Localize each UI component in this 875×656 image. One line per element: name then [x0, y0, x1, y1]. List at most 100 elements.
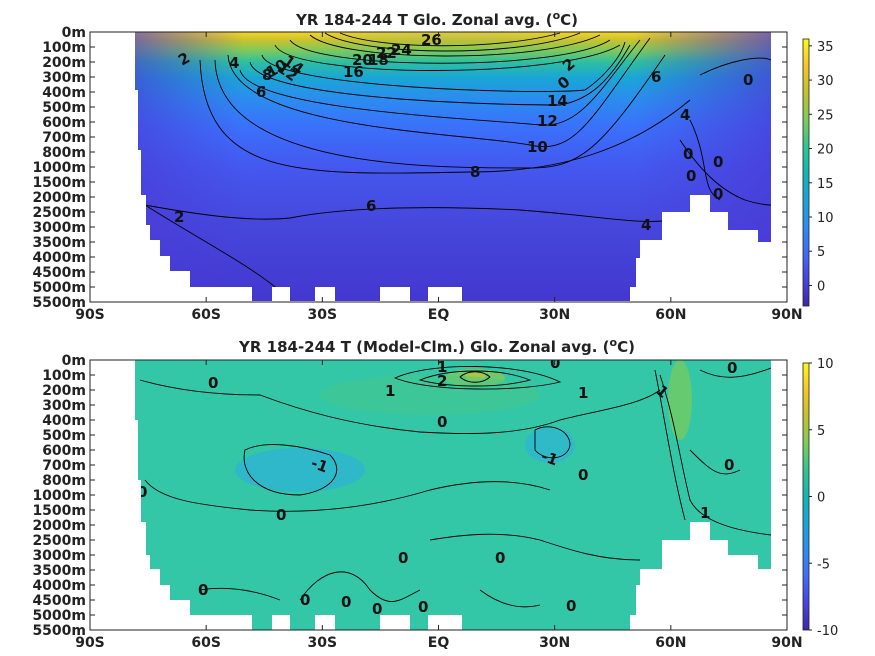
svg-text:4: 4 [641, 216, 651, 234]
svg-text:6: 6 [651, 68, 661, 86]
svg-text:24: 24 [391, 41, 412, 59]
svg-text:1: 1 [700, 504, 710, 522]
svg-text:0: 0 [418, 598, 428, 616]
svg-text:0: 0 [578, 466, 588, 484]
svg-text:1: 1 [578, 384, 588, 402]
y-tick-label: 1500m [32, 503, 86, 519]
x-tick-label: 90S [75, 635, 105, 651]
contour-lines-1 [144, 32, 771, 301]
heatmap-panel-1: 26 24 22 20 18 16 14 12 10 8 6 4 2 0 14 … [32, 25, 802, 323]
chart-title-1: YR 184-244 T Glo. Zonal avg. (oC) [295, 9, 578, 29]
chart-title-2: YR 184-244 T (Model-Clm.) Glo. Zonal avg… [238, 336, 635, 356]
y-tick-label: 2500m [32, 205, 86, 221]
svg-text:1: 1 [385, 382, 395, 400]
svg-text:0: 0 [137, 483, 147, 501]
y-tick-label: 600m [42, 115, 86, 131]
y-tick-label: 3500m [32, 563, 86, 579]
x-tick-label: EQ [428, 307, 450, 323]
y-tick-label: 2500m [32, 533, 86, 549]
heatmap-panel-2: 1 2 0 0 1 1 1 0 -1 -1 0 0 0 0 1 0 0 0 0 … [32, 353, 802, 651]
colorbar-tick-label: 0 [817, 279, 825, 294]
svg-text:0: 0 [743, 71, 753, 89]
y-tick-label: 500m [42, 100, 86, 116]
x-tick-label: 30N [539, 635, 570, 651]
colorbar-tick-label: 10 [817, 211, 834, 226]
colorbar-tick-label: -5 [817, 557, 830, 572]
y-tick-label: 700m [42, 130, 86, 146]
colorbar-tick-label: 25 [817, 108, 834, 123]
x-tick-label: EQ [428, 635, 450, 651]
y-tick-label: 5500m [32, 295, 86, 311]
svg-text:0: 0 [276, 506, 286, 524]
y-tick-label: 2000m [32, 518, 86, 534]
x-tick-label: 30S [308, 307, 338, 323]
y-tick-label: 5500m [32, 623, 86, 639]
y-tick-label: 400m [42, 85, 86, 101]
y-tick-label: 600m [42, 443, 86, 459]
svg-text:4: 4 [680, 106, 690, 124]
y-tick-label: 3000m [32, 220, 86, 236]
svg-text:0: 0 [683, 145, 693, 163]
y-tick-label: 0m [62, 353, 86, 369]
svg-text:0: 0 [727, 359, 737, 377]
colorbar-tick-label: 20 [817, 143, 834, 158]
svg-text:12: 12 [537, 112, 558, 130]
svg-text:0: 0 [550, 354, 560, 372]
x-tick-label: 30S [308, 635, 338, 651]
colorbar-tick-label: 35 [817, 40, 834, 55]
y-tick-label: 200m [42, 383, 86, 399]
y-tick-label: 1000m [32, 160, 86, 176]
svg-text:0: 0 [208, 374, 218, 392]
y-tick-label: 3000m [32, 548, 86, 564]
y-tick-label: 0m [62, 25, 86, 41]
svg-text:2: 2 [174, 208, 184, 226]
y-tick-label: 500m [42, 428, 86, 444]
svg-text:16: 16 [343, 63, 364, 81]
svg-text:4: 4 [229, 54, 239, 72]
svg-text:0: 0 [724, 456, 734, 474]
svg-text:0: 0 [566, 597, 576, 615]
svg-text:-1: -1 [539, 447, 561, 470]
svg-text:-1: -1 [309, 454, 331, 477]
y-tick-label: 1000m [32, 488, 86, 504]
colorbar-tick-label: 5 [817, 245, 825, 260]
svg-text:0: 0 [372, 600, 382, 618]
x-tick-label: 90N [771, 635, 802, 651]
x-tick-label: 60N [655, 307, 686, 323]
svg-text:10: 10 [527, 138, 548, 156]
svg-text:6: 6 [256, 83, 266, 101]
y-tick-label: 4500m [32, 265, 86, 281]
y-tick-label: 5000m [32, 280, 86, 296]
x-tick-label: 60S [191, 307, 221, 323]
y-tick-label: 200m [42, 55, 86, 71]
svg-text:0: 0 [198, 581, 208, 599]
svg-text:8: 8 [262, 66, 272, 84]
svg-text:18: 18 [368, 51, 389, 69]
svg-text:0: 0 [341, 593, 351, 611]
colorbar-tick-label: 0 [817, 491, 825, 506]
colorbar-tick-label: 10 [817, 357, 834, 372]
y-tick-label: 800m [42, 145, 86, 161]
x-tick-label: 30N [539, 307, 570, 323]
x-tick-label: 60S [191, 635, 221, 651]
svg-text:14: 14 [547, 92, 568, 110]
colorbar-2: 10 5 0 -5 -10 [802, 357, 838, 639]
colorbar-tick-label: 5 [817, 424, 825, 439]
y-tick-label: 800m [42, 473, 86, 489]
svg-text:2: 2 [437, 372, 447, 390]
svg-text:20: 20 [352, 51, 373, 69]
y-tick-label: 100m [42, 368, 86, 384]
y-tick-label: 300m [42, 398, 86, 414]
svg-text:6: 6 [366, 197, 376, 215]
contour-labels-2: 1 2 0 0 1 1 1 0 -1 -1 0 0 0 0 1 0 0 0 0 … [137, 354, 737, 618]
y-tick-label: 2000m [32, 190, 86, 206]
svg-text:22: 22 [376, 44, 397, 62]
y-tick-label: 1500m [32, 175, 86, 191]
y-tick-label: 100m [42, 40, 86, 56]
contour-lines-2 [139, 366, 771, 608]
svg-text:0: 0 [495, 549, 505, 567]
svg-text:1: 1 [437, 358, 447, 376]
colorbar-tick-label: 30 [817, 74, 834, 89]
y-tick-label: 3500m [32, 235, 86, 251]
